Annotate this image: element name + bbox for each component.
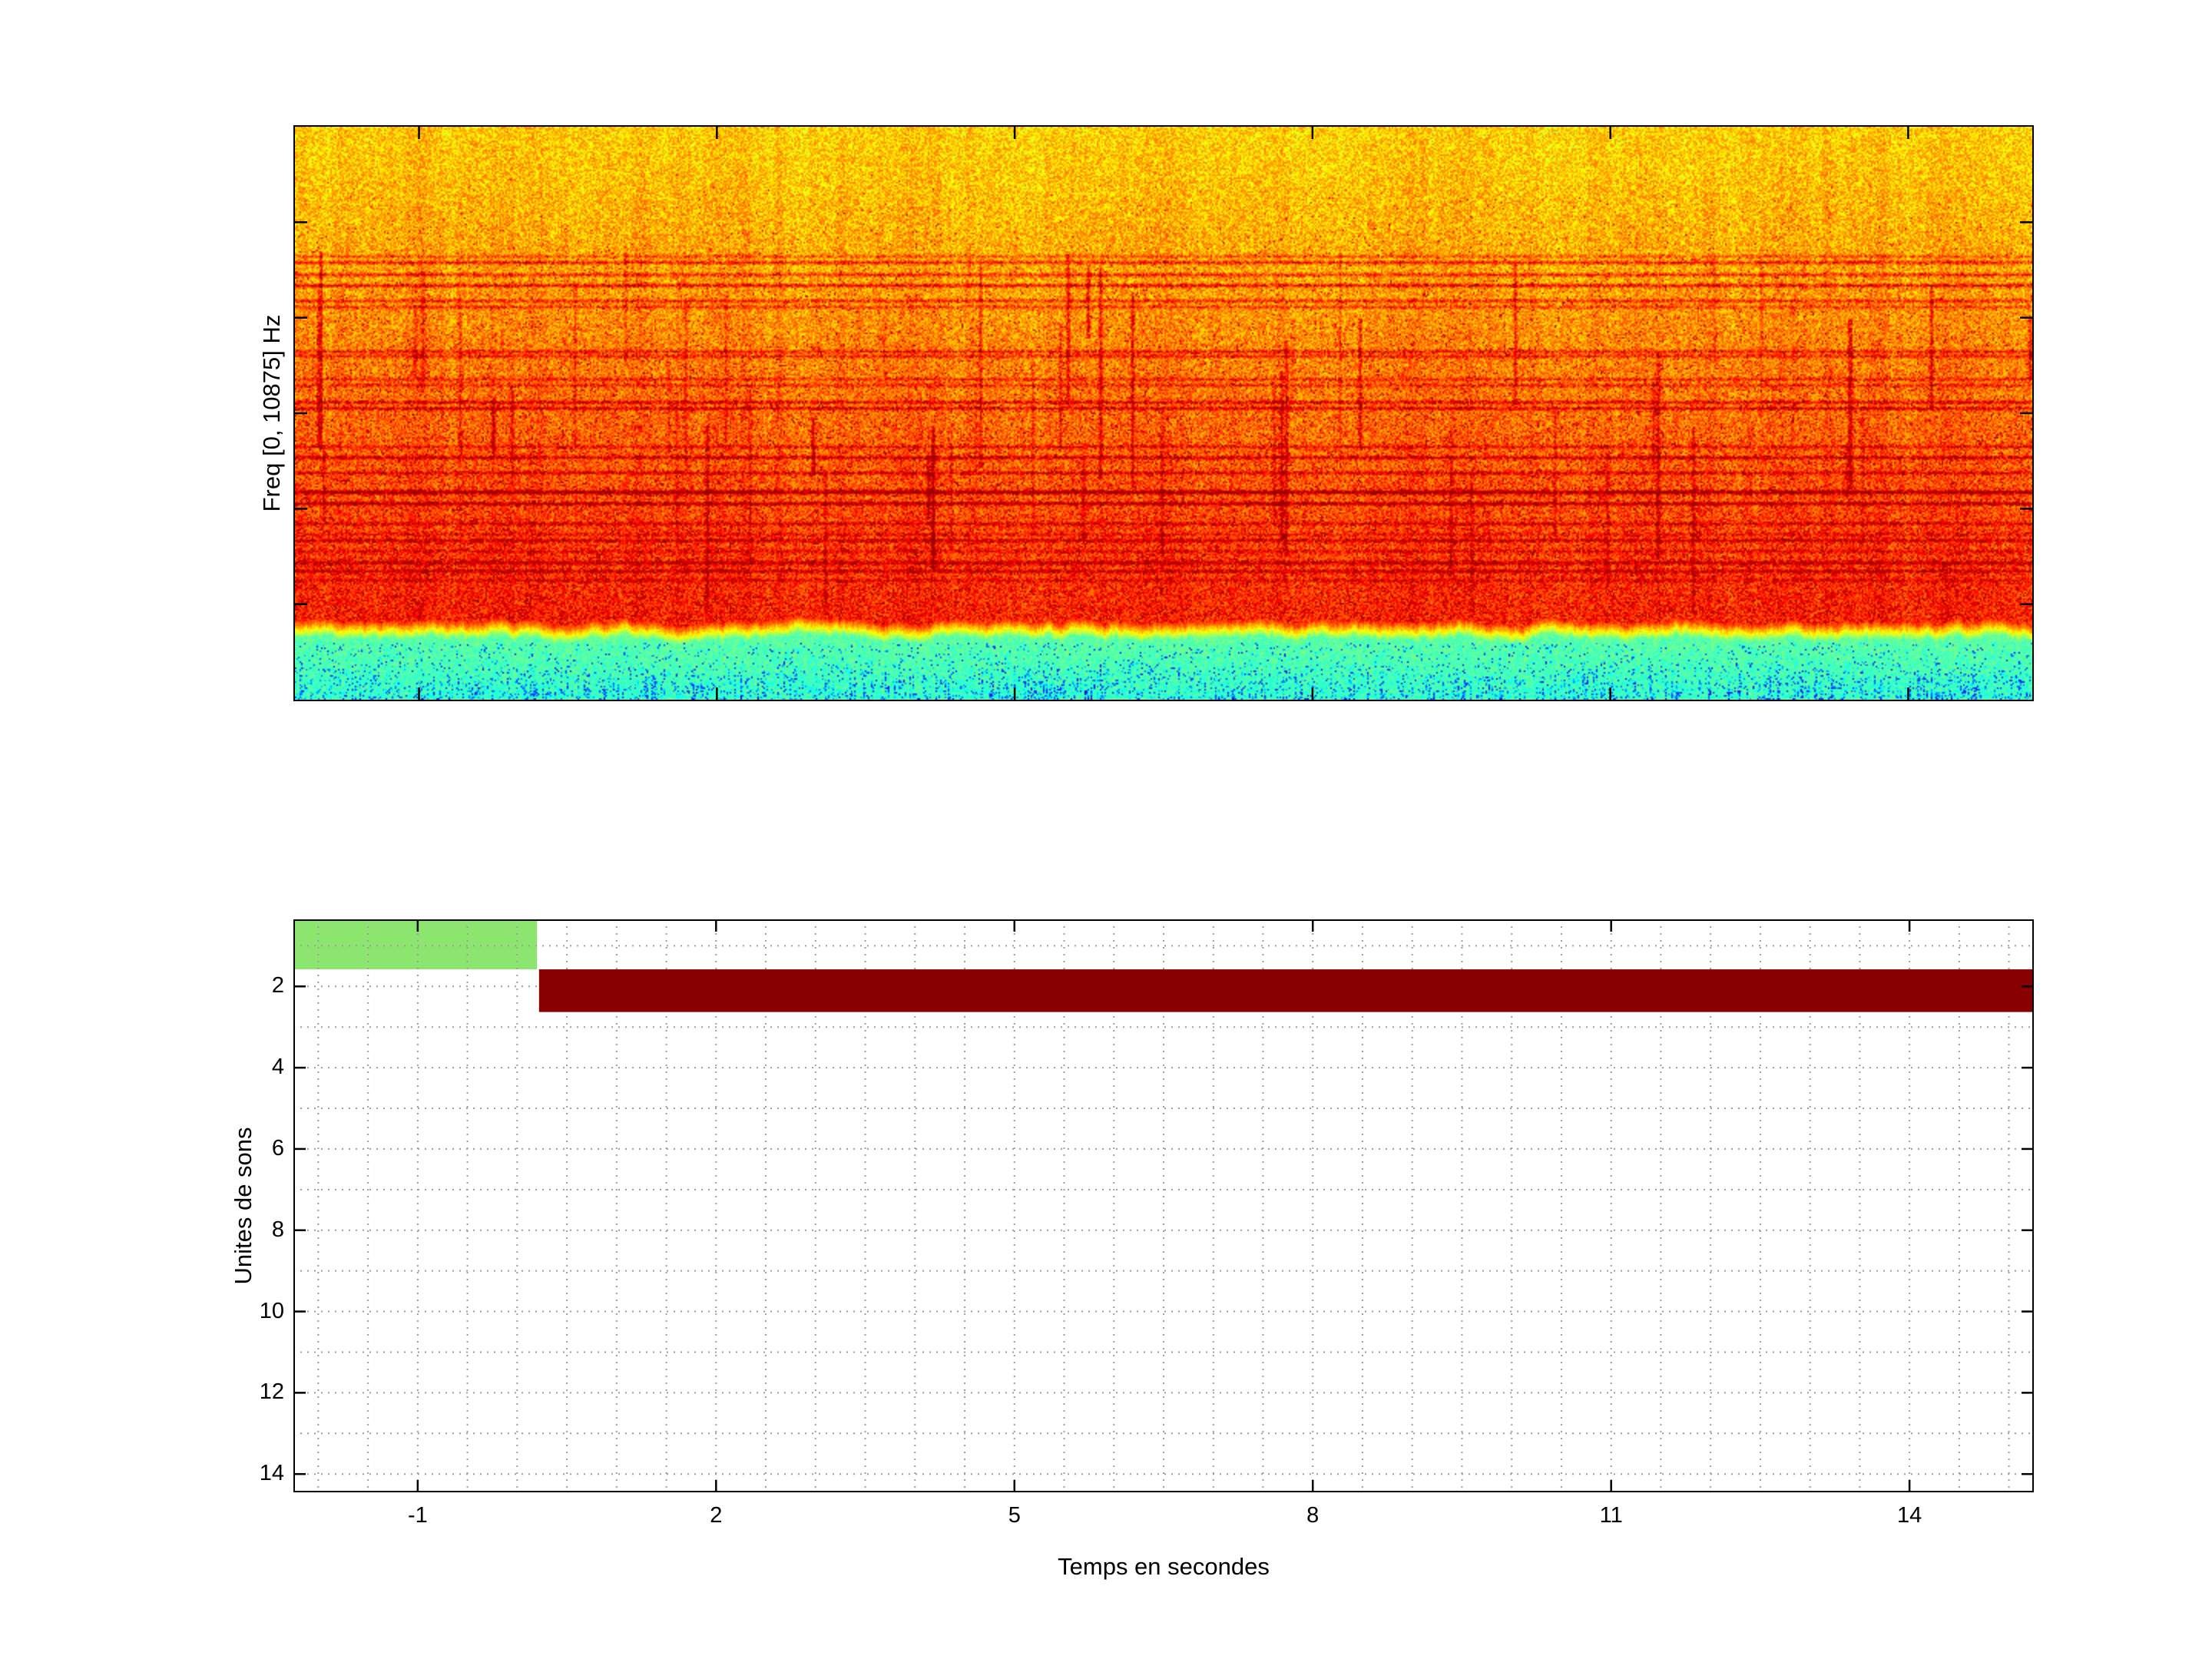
y-tick-label: 12 — [259, 1379, 284, 1405]
y-tick-label: 10 — [259, 1298, 284, 1323]
x-tick-label: 8 — [1306, 1503, 1320, 1528]
spectrogram-ylabel: Freq [0, 10875] Hz — [258, 314, 285, 512]
y-tick-label: 4 — [271, 1055, 284, 1080]
x-tick-label: 14 — [1897, 1503, 1922, 1528]
y-tick-label: 14 — [259, 1461, 284, 1486]
y-tick-label: 8 — [271, 1217, 284, 1242]
sound-unit-segment-unit-2 — [538, 969, 2034, 1012]
units-ylabel: Unites de sons — [230, 1127, 257, 1285]
y-tick-label: 6 — [271, 1135, 284, 1161]
x-tick-label: 5 — [1008, 1503, 1021, 1528]
spectrogram-axes — [293, 125, 2034, 701]
spectrogram-tick-marks — [295, 127, 2032, 700]
spectrogram-canvas — [295, 127, 2032, 700]
x-tick-label: -1 — [407, 1503, 428, 1528]
x-tick-label: 2 — [710, 1503, 723, 1528]
x-axis-label: Temps en secondes — [1058, 1553, 1270, 1580]
sound-unit-segment-unit-1 — [293, 919, 538, 970]
y-tick-label: 2 — [271, 973, 284, 998]
axes-border — [293, 919, 2034, 1492]
x-tick-label: 11 — [1599, 1503, 1623, 1528]
units-axes — [293, 919, 2034, 1492]
units-plot — [293, 919, 2034, 1492]
